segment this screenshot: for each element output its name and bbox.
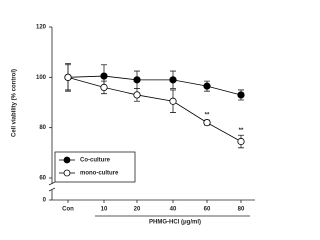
series-line xyxy=(67,75,242,96)
legend-box xyxy=(54,151,136,183)
marker xyxy=(237,91,245,99)
marker xyxy=(100,83,108,92)
marker xyxy=(133,91,141,99)
page: {"chart_data": {"type": "line", "xlabel"… xyxy=(11,24,255,226)
y-axis-label: Cell viability (% control) xyxy=(12,69,18,137)
y-tick-label: 120 xyxy=(36,25,47,31)
marker xyxy=(100,72,108,80)
marker xyxy=(169,76,177,84)
x-tick-label: 40 xyxy=(170,207,177,213)
x-tick-label: 20 xyxy=(134,207,141,213)
marker xyxy=(203,119,211,127)
y-tick-label: 100 xyxy=(36,75,47,81)
y-tick-label: 80 xyxy=(39,125,46,131)
legend-marker xyxy=(63,169,71,177)
x-axis-label: PHMG-HCl (μg/ml) xyxy=(149,220,201,226)
axis-break xyxy=(48,181,56,192)
annotation: ** xyxy=(205,113,210,119)
series-line xyxy=(67,76,242,142)
marker xyxy=(203,82,211,90)
legend-marker xyxy=(63,156,71,164)
legend-label: mono-culture xyxy=(80,171,119,177)
x-tick-label: 60 xyxy=(204,207,211,213)
y-tick-label: 60 xyxy=(39,176,46,182)
annotation: ** xyxy=(239,128,244,134)
marker xyxy=(64,73,72,81)
chart: Cell viability (% control) PHMG-HCl (μg/… xyxy=(12,25,255,226)
marker xyxy=(169,97,177,105)
y-tick-label: 0 xyxy=(43,198,47,204)
marker xyxy=(237,137,245,146)
x-tick-label: 80 xyxy=(238,207,245,213)
marker xyxy=(133,76,141,84)
x-tick-label: Con xyxy=(62,207,74,213)
x-tick-label: 10 xyxy=(101,207,108,213)
legend-label: Co-culture xyxy=(80,158,111,164)
